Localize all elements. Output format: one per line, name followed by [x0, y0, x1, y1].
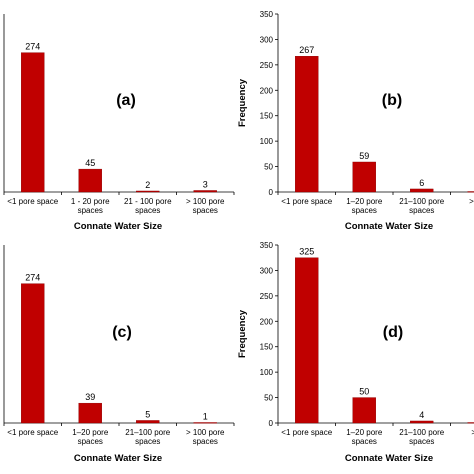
x-axis-title: Connate Water Size: [74, 221, 162, 232]
bar: [410, 420, 434, 424]
bar: [78, 168, 102, 193]
category-label: spaces: [135, 206, 160, 215]
data-label: 39: [85, 392, 95, 402]
bar: [295, 56, 319, 193]
bar: [352, 161, 376, 193]
x-axis-title: Connate Water Size: [74, 453, 162, 464]
category-label: spaces: [193, 437, 218, 446]
category-label: <1 pore space: [7, 428, 58, 437]
category-label: > 100: [469, 197, 474, 206]
y-tick-label: 350: [260, 241, 274, 250]
y-tick-label: 50: [264, 163, 273, 172]
category-label: spaces: [78, 437, 103, 446]
category-label: 21–100 pore: [125, 428, 170, 437]
category-label: > 10: [471, 428, 474, 437]
data-label: 274: [25, 273, 40, 283]
y-tick-label: 150: [260, 112, 274, 121]
y-tick-label: 200: [260, 86, 274, 95]
y-tick-label: 350: [260, 10, 274, 19]
bar: [136, 420, 160, 424]
data-label: 2: [145, 180, 150, 190]
y-tick-label: 150: [260, 343, 274, 352]
category-label: spaces: [352, 206, 377, 215]
bar: [193, 190, 217, 193]
bar: [467, 422, 474, 424]
category-label: 21–100 pore: [399, 428, 444, 437]
category-label: <1 pore space: [281, 428, 332, 437]
y-tick-label: 0: [269, 188, 274, 197]
category-label: spaces: [409, 206, 434, 215]
data-label: 6: [419, 178, 424, 188]
category-label: 1–20 pore: [72, 428, 109, 437]
bar: [410, 188, 434, 193]
bar: [21, 52, 45, 193]
data-label: 50: [359, 387, 369, 397]
category-label: 21 - 100 pore: [124, 197, 172, 206]
bar: [78, 402, 102, 424]
bar: [21, 283, 45, 424]
y-tick-label: 300: [260, 35, 274, 44]
y-tick-label: 100: [260, 368, 274, 377]
data-label: 45: [85, 158, 95, 168]
category-label: 1 - 20 pore: [71, 197, 110, 206]
category-label: 1–20 pore: [346, 428, 383, 437]
y-tick-label: 250: [260, 61, 274, 70]
category-label: <1 pore space: [281, 197, 332, 206]
data-label: 4: [419, 410, 424, 420]
category-label: 1–20 pore: [346, 197, 383, 206]
y-tick-label: 300: [260, 266, 274, 275]
panel-label: (a): [116, 92, 136, 109]
data-label: 3: [203, 179, 208, 189]
bar: [295, 257, 319, 424]
category-label: <1 pore space: [7, 197, 58, 206]
y-tick-label: 250: [260, 292, 274, 301]
data-label: 274: [25, 42, 40, 52]
category-label: spaces: [78, 206, 103, 215]
y-tick-label: 50: [264, 394, 273, 403]
panel-label: (d): [383, 324, 403, 341]
data-label: 1: [203, 411, 208, 421]
x-axis-title: Connate Water Size: [345, 453, 433, 464]
y-axis-title: Frequency: [237, 309, 248, 358]
x-axis-title: Connate Water Size: [345, 221, 433, 232]
category-label: > 100 pore: [186, 197, 225, 206]
bar: [467, 191, 474, 193]
category-label: > 100 pore: [186, 428, 225, 437]
category-label: spaces: [193, 206, 218, 215]
panel-label: (c): [112, 324, 132, 341]
bar: [193, 422, 217, 424]
bar: [352, 397, 376, 424]
data-label: 5: [145, 409, 150, 419]
category-label: spaces: [352, 437, 377, 446]
y-axis-title: Frequency: [237, 78, 248, 127]
y-tick-label: 100: [260, 137, 274, 146]
y-tick-label: 0: [269, 419, 274, 428]
panel-label: (b): [382, 92, 402, 109]
category-label: spaces: [409, 437, 434, 446]
data-label: 325: [299, 247, 314, 257]
bar: [136, 190, 160, 193]
data-label: 59: [359, 151, 369, 161]
category-label: 21–100 pore: [399, 197, 444, 206]
data-label: 267: [299, 45, 314, 55]
category-label: spaces: [135, 437, 160, 446]
y-tick-label: 200: [260, 317, 274, 326]
